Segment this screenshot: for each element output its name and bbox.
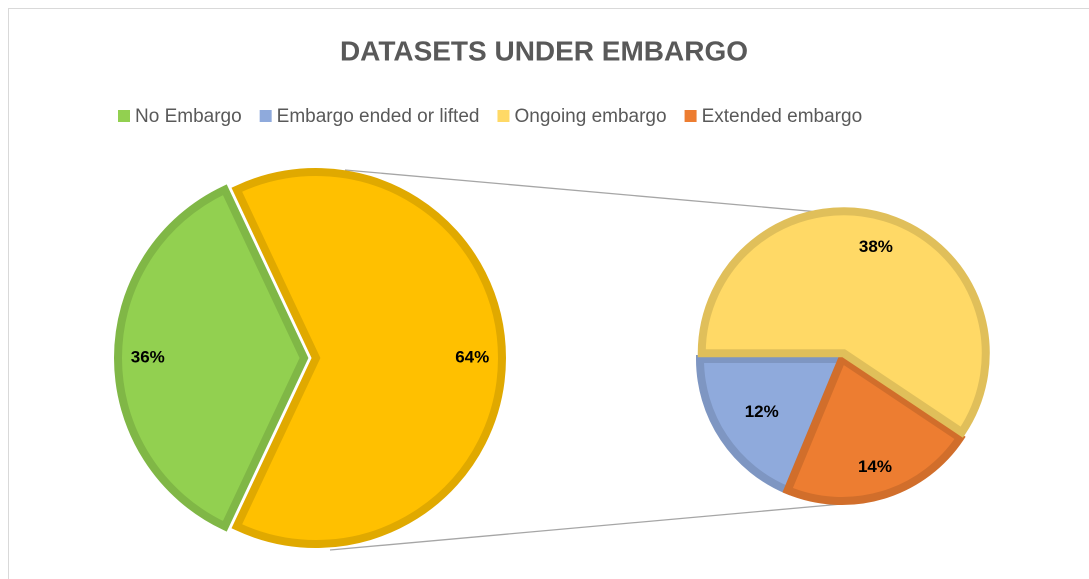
legend-swatch bbox=[684, 110, 697, 122]
pie-slice bbox=[114, 184, 309, 532]
pie-slice bbox=[782, 352, 966, 505]
legend: No Embargo Embargo ended or lifted Ongoing… bbox=[118, 106, 862, 127]
connector-line bbox=[344, 169, 843, 215]
pie-slice bbox=[231, 168, 506, 548]
data-label: 12% bbox=[745, 402, 779, 421]
legend-swatch bbox=[118, 110, 130, 122]
connector-line bbox=[329, 503, 843, 551]
data-label: 64% bbox=[455, 347, 489, 366]
legend-label: Embargo ended or lifted bbox=[277, 106, 480, 127]
legend-swatch bbox=[259, 110, 272, 122]
legend-label: Ongoing embargo bbox=[514, 106, 666, 127]
pie-slice bbox=[697, 207, 990, 438]
data-label: 38% bbox=[859, 237, 893, 256]
data-label: 14% bbox=[858, 457, 892, 476]
legend-label: Extended embargo bbox=[702, 106, 863, 127]
legend-swatch bbox=[497, 110, 510, 122]
data-label: 36% bbox=[131, 347, 165, 366]
chart-title: DATASETS UNDER EMBARGO bbox=[340, 35, 748, 66]
legend-label: No Embargo bbox=[135, 106, 242, 127]
pie-slice bbox=[695, 355, 848, 496]
